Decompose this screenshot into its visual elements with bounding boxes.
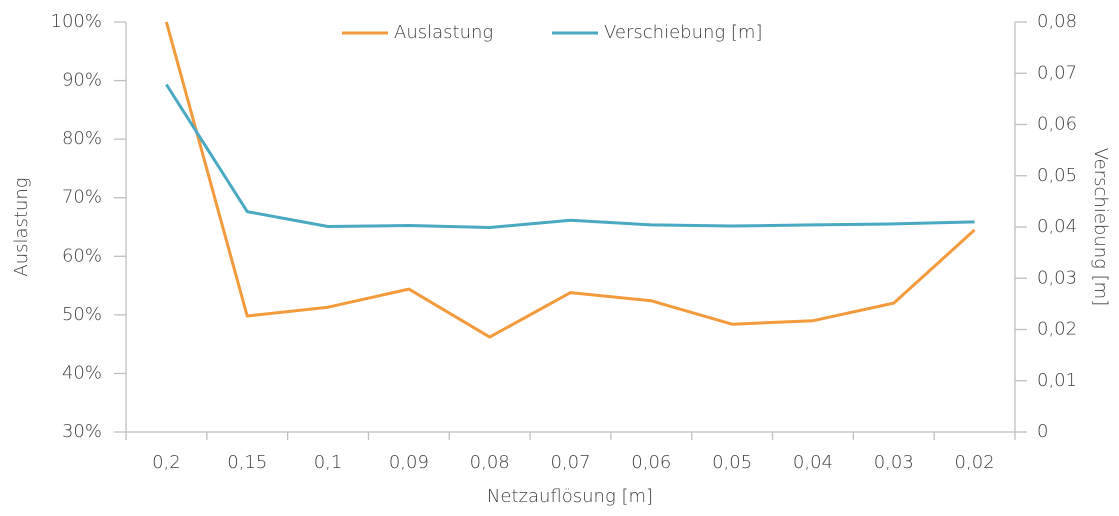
y-tick-label: 90% [62, 70, 102, 91]
x-tick-label: 0,09 [389, 452, 429, 473]
y2-tick-label: 0 [1037, 421, 1048, 442]
y2-tick-label: 0,05 [1037, 165, 1077, 186]
x-tick-label: 0,05 [712, 452, 752, 473]
y-tick-label: 80% [62, 128, 102, 149]
y2-tick-label: 0,04 [1037, 216, 1077, 237]
legend-label: Verschiebung [m] [604, 22, 763, 43]
x-tick-label: 0,06 [631, 452, 671, 473]
x-tick-label: 0,04 [793, 452, 833, 473]
legend-label: Auslastung [394, 22, 493, 43]
y-axis-title: Auslastung [11, 177, 32, 276]
y2-tick-label: 0,01 [1037, 370, 1077, 391]
y-tick-label: 100% [51, 11, 102, 32]
x-tick-label: 0,1 [314, 452, 343, 473]
x-tick-label: 0,08 [470, 452, 510, 473]
y-tick-label: 50% [62, 304, 102, 325]
y2-axis-title: Verschiebung [m] [1090, 148, 1111, 307]
y2-tick-label: 0,07 [1037, 62, 1077, 83]
y2-tick-label: 0,08 [1037, 11, 1077, 32]
x-tick-label: 0,07 [550, 452, 590, 473]
x-tick-label: 0,02 [955, 452, 995, 473]
series-line [165, 83, 975, 229]
y-tick-label: 40% [62, 362, 102, 383]
y2-tick-label: 0,03 [1037, 267, 1077, 288]
y-tick-label: 30% [62, 421, 102, 442]
x-tick-label: 0,03 [874, 452, 914, 473]
x-tick-label: 0,2 [152, 452, 181, 473]
series-line [164, 21, 976, 339]
x-tick-label: 0,15 [227, 452, 267, 473]
y-tick-label: 70% [62, 187, 102, 208]
x-axis-title: Netzauflösung [m] [487, 486, 653, 507]
y2-tick-label: 0,06 [1037, 114, 1077, 135]
y2-tick-label: 0,02 [1037, 319, 1077, 340]
y-tick-label: 60% [62, 245, 102, 266]
